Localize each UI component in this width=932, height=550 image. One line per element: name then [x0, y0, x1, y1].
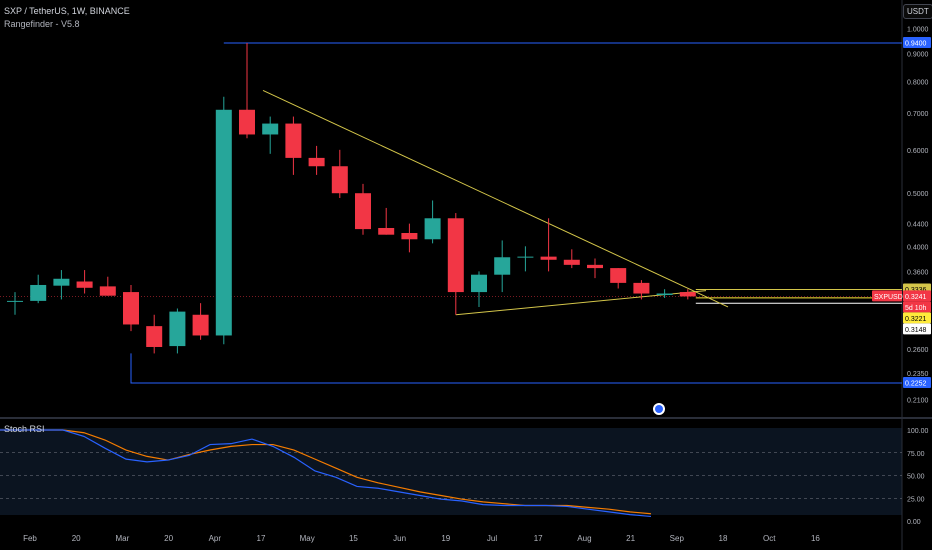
candle-body	[308, 157, 325, 167]
stoch-rsi-tick-label: 50.00	[907, 474, 925, 481]
candle-body	[331, 166, 348, 194]
price-tick-label: 0.6000	[907, 148, 929, 155]
price-label-bg	[903, 312, 931, 324]
time-tick-label: 16	[811, 534, 820, 543]
stoch-rsi-panel-bg	[0, 428, 902, 515]
candle-body	[146, 326, 163, 347]
stoch-rsi-tick-label: 75.00	[907, 451, 925, 458]
trend-line-upper	[262, 90, 729, 308]
candle-body	[123, 292, 139, 325]
candle-body	[99, 286, 116, 296]
time-tick-label: 15	[349, 534, 358, 543]
time-tick-label: 17	[534, 534, 543, 543]
time-tick-label: Oct	[763, 534, 776, 543]
range-low-line	[130, 353, 902, 384]
time-tick-label: Mar	[116, 534, 130, 543]
candle-body	[563, 259, 580, 265]
price-tick-label: 0.7000	[907, 111, 929, 118]
candle-body	[378, 227, 395, 235]
stoch-rsi-tick-label: 25.00	[907, 496, 925, 503]
candle-body	[587, 264, 603, 269]
price-label-bg	[903, 323, 931, 335]
price-label: SXPUSDT	[874, 294, 908, 301]
candle-body	[76, 281, 93, 288]
time-tick-label: Feb	[23, 534, 37, 543]
price-label-bg	[903, 377, 931, 388]
price-label: 5d 10h	[905, 305, 927, 312]
event-marker-dot	[655, 405, 663, 413]
candle-body	[471, 274, 487, 293]
price-label-bg	[903, 37, 931, 48]
candle-body	[53, 278, 70, 286]
candle-body	[447, 218, 464, 293]
price-tick-label: 0.2100	[907, 398, 929, 405]
price-label-bg	[872, 290, 902, 302]
candle-body	[7, 300, 23, 302]
time-tick-label: Aug	[577, 534, 591, 543]
time-tick-label: Apr	[209, 534, 222, 543]
candle-body	[656, 293, 673, 295]
price-label: 0.9400	[905, 41, 927, 48]
time-tick-label: 17	[257, 534, 266, 543]
price-label: 0.3148	[905, 327, 927, 334]
candle-body	[215, 109, 232, 336]
time-tick-label: Jul	[487, 534, 497, 543]
candle-body	[633, 282, 650, 294]
candle-body	[355, 193, 371, 230]
price-tick-label: 0.4000	[907, 244, 929, 251]
candle-body	[494, 257, 511, 275]
price-tick-label: 0.4400	[907, 222, 929, 229]
stoch-rsi-tick-label: 100.00	[907, 428, 929, 435]
indicator-title: Rangefinder - V5.8	[4, 19, 80, 29]
candle-body	[30, 284, 47, 301]
time-tick-label: 20	[164, 534, 173, 543]
price-label: 0.2252	[905, 381, 927, 388]
stoch-rsi-k-line	[0, 429, 652, 518]
candle-body	[540, 256, 557, 260]
price-tick-label: 0.8000	[907, 79, 929, 86]
price-label: 0.3241	[905, 294, 927, 301]
candle-body	[262, 123, 279, 135]
price-label-bg	[903, 290, 931, 302]
time-tick-label: 18	[719, 534, 728, 543]
candle-body	[169, 311, 186, 347]
stoch-rsi-tick-label: 0.00	[907, 519, 921, 526]
time-tick-label: Sep	[670, 534, 685, 543]
price-tick-label: 0.2350	[907, 371, 929, 378]
stoch-rsi-title: Stoch RSI	[4, 424, 45, 434]
price-label-bg	[903, 301, 931, 313]
candle-body	[239, 109, 255, 135]
time-tick-label: 21	[626, 534, 635, 543]
time-tick-label: Jun	[393, 534, 406, 543]
time-tick-label: May	[300, 534, 315, 543]
candle-body	[401, 233, 418, 240]
price-tick-label: 0.3600	[907, 269, 929, 276]
candle-body	[424, 218, 441, 240]
candle-body	[285, 123, 302, 158]
price-tick-label: 0.5000	[907, 191, 929, 198]
candle-body	[517, 256, 534, 258]
candle-body	[610, 268, 627, 283]
time-tick-label: 19	[441, 534, 450, 543]
price-tick-label: 0.2600	[907, 347, 929, 354]
candle-body	[679, 292, 696, 297]
symbol-title: SXP / TetherUS, 1W, BINANCE	[4, 6, 130, 16]
currency-button[interactable]: USDT	[903, 4, 932, 19]
price-label: 0.3221	[905, 316, 927, 323]
price-tick-label: 1.0000	[907, 26, 929, 33]
price-tick-label: 0.9000	[907, 51, 929, 58]
time-tick-label: 20	[72, 534, 81, 543]
candle-body	[192, 314, 209, 336]
